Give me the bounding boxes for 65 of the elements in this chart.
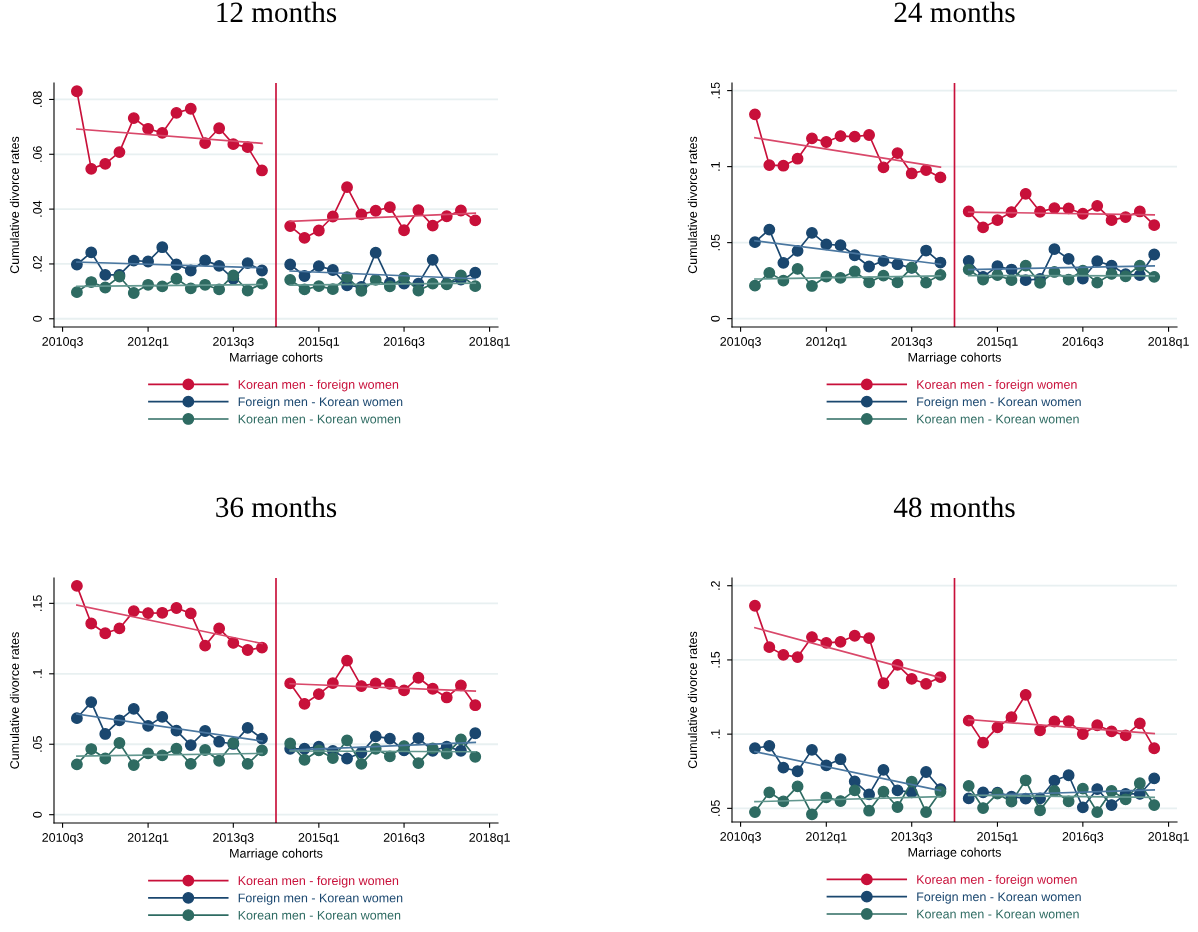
y-axis-title: Cumulative divorce rates <box>687 136 698 274</box>
x-tick-label: 2015q1 <box>977 832 1018 844</box>
x-tick-label: 2015q1 <box>298 337 340 349</box>
y-tick-label: .02 <box>32 255 42 272</box>
x-tick-label: 2013q3 <box>891 337 933 349</box>
x-tick-label: 2012q1 <box>127 337 169 349</box>
x-axis-title: Marriage cohorts <box>908 847 1001 860</box>
x-axis-title: Marriage cohorts <box>230 352 323 365</box>
y-tick-label: .1 <box>711 729 720 739</box>
x-tick-label: 2013q3 <box>213 337 254 349</box>
text: Korean men - Korean women <box>917 414 1079 424</box>
text: Foreign men - Korean women <box>917 892 1081 904</box>
y-axis-title: Cumulative divorce rates <box>9 632 20 769</box>
y-tick-label: .05 <box>32 736 42 752</box>
y-tick-label: .1 <box>711 162 720 171</box>
y-tick-label: .04 <box>32 200 42 217</box>
x-tick-label: 2010q3 <box>42 833 83 845</box>
text: Korean men - foreign women <box>917 874 1077 887</box>
y-tick-label: .08 <box>32 91 42 107</box>
y-tick-label: .1 <box>33 669 42 678</box>
chart-title: 48 months <box>893 496 1015 518</box>
chart-title: 24 months <box>894 1 1015 23</box>
x-tick-label: 2016q3 <box>383 833 425 845</box>
y-tick-label: .15 <box>711 651 720 668</box>
y-axis-title: Cumulative divorce rates <box>687 631 698 769</box>
y-tick-label: 0 <box>32 315 42 322</box>
x-tick-label: 2016q3 <box>1062 832 1104 844</box>
y-tick-label: .15 <box>711 82 720 99</box>
x-tick-label: 2018q1 <box>1148 832 1189 844</box>
y-tick-label: .05 <box>710 800 720 816</box>
x-tick-label: 2012q1 <box>806 832 847 844</box>
x-tick-label: 2012q1 <box>806 337 847 349</box>
chart-title: 36 months <box>216 496 337 518</box>
text: Foreign men - Korean women <box>238 397 403 409</box>
y-tick-label: .05 <box>710 234 720 251</box>
y-axis-title: Cumulative divorce rates <box>9 136 20 274</box>
x-tick-label: 2012q1 <box>127 833 169 845</box>
x-tick-label: 2013q3 <box>213 833 254 845</box>
y-tick-label: .06 <box>32 146 42 162</box>
text: Foreign men - Korean women <box>917 397 1081 409</box>
text: Korean men - foreign women <box>238 379 399 392</box>
x-tick-label: 2018q1 <box>469 833 510 845</box>
text: Korean men - Korean women <box>238 910 401 920</box>
x-axis-title: Marriage cohorts <box>908 352 1001 365</box>
x-tick-label: 2010q3 <box>720 832 761 844</box>
text: Foreign men - Korean women <box>238 893 403 905</box>
x-tick-label: 2016q3 <box>383 337 425 349</box>
text: Korean men - foreign women <box>238 875 399 888</box>
y-tick-label: .2 <box>710 581 720 590</box>
y-tick-label: .15 <box>33 595 42 611</box>
x-tick-label: 2015q1 <box>977 337 1018 349</box>
text: Korean men - Korean women <box>238 414 401 424</box>
x-tick-label: 2010q3 <box>42 337 83 349</box>
x-tick-label: 2010q3 <box>720 337 761 349</box>
y-tick-label: 0 <box>710 315 720 322</box>
text: Korean men - foreign women <box>917 379 1077 392</box>
x-tick-label: 2018q1 <box>1148 337 1189 349</box>
x-axis-title: Marriage cohorts <box>230 848 323 861</box>
text: Korean men - Korean women <box>917 909 1079 919</box>
x-tick-label: 2016q3 <box>1062 337 1104 349</box>
x-tick-label: 2018q1 <box>469 337 510 349</box>
y-tick-label: 0 <box>32 811 42 818</box>
x-tick-label: 2013q3 <box>891 832 933 844</box>
chart-title: 12 months <box>217 1 337 23</box>
x-tick-label: 2015q1 <box>298 833 340 845</box>
